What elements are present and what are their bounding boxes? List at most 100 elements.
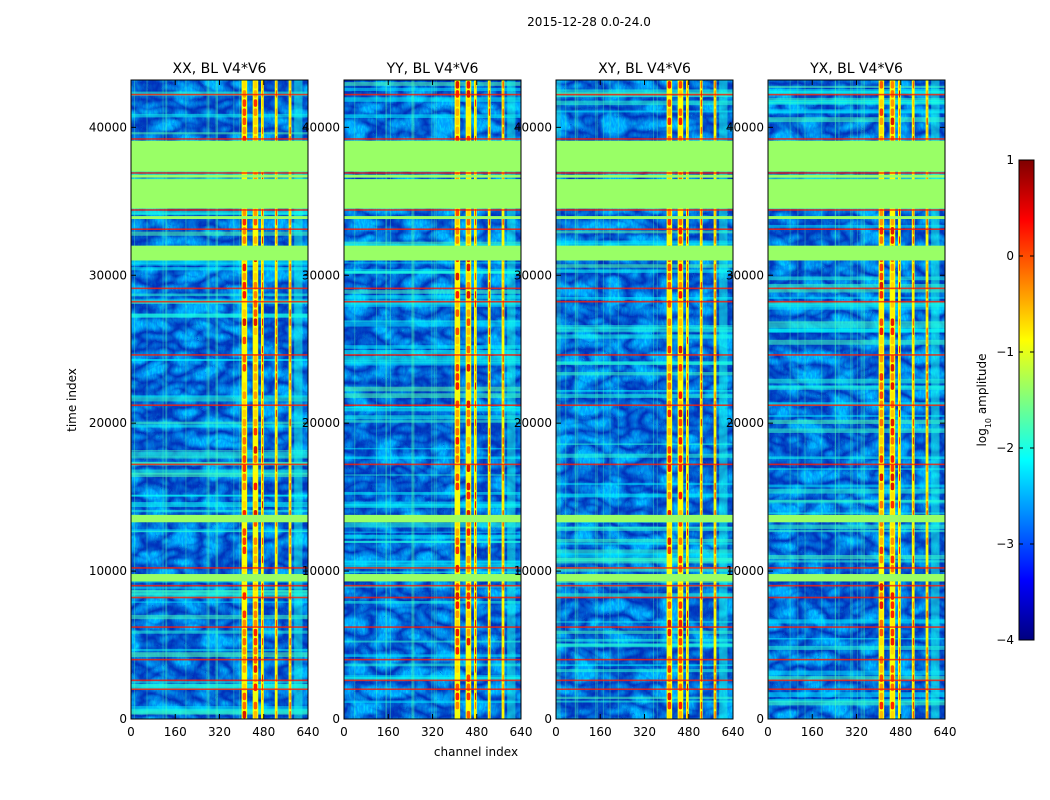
rfi-cell [502,309,504,317]
channel-line [216,80,218,719]
rfi-cell [466,491,471,500]
rfi-cell [700,382,702,390]
rfi-time-line [556,679,733,682]
rfi-cell [261,418,263,427]
rfi-channel-band [241,80,248,719]
rfi-cell [898,281,900,290]
rfi-cell [242,263,247,272]
rfi-cell [714,610,716,619]
channel-line [412,80,414,719]
rfi-cell [466,354,471,363]
rfi-cell [700,646,702,655]
rfi-cell [466,637,471,646]
flagged-time-band [131,250,308,253]
rfi-cell [926,354,928,363]
rfi-cell [890,628,895,637]
x-tick-label: 160 [164,725,187,739]
rfi-cell [686,473,688,482]
rfi-cell [275,309,277,317]
rfi-cell [686,309,688,317]
time-stripe [131,614,308,620]
time-stripe [556,329,733,333]
rfi-cell [926,546,928,555]
rfi-cell [474,409,476,418]
rfi-cell [700,217,702,226]
rfi-cell [678,290,683,299]
rfi-cell [898,373,900,381]
rfi-cell [926,482,928,491]
rfi-cell [678,327,683,336]
time-stripe [768,303,945,307]
rfi-cell [466,81,471,89]
rfi-cell [898,227,900,235]
time-stripe [556,527,733,529]
rfi-cell [700,108,702,117]
rfi-time-line [556,404,733,407]
rfi-cell [879,382,884,390]
time-stripe [768,307,945,310]
rfi-cell [898,409,900,418]
rfi-cell [275,373,277,381]
rfi-cell [253,373,258,381]
x-tick-label: 480 [889,725,912,739]
rfi-cell [253,117,258,126]
rfi-cell [275,500,277,509]
x-tick-label: 320 [421,725,444,739]
flagged-time-band [131,174,308,178]
rfi-cell [488,354,490,363]
rfi-cell [488,126,490,135]
flagged-time-band [344,514,521,523]
flagged-time-band [768,216,945,220]
rfi-cell [242,99,247,107]
rfi-cell [502,363,504,372]
rfi-cell [667,610,672,619]
rfi-cell [667,400,672,409]
rfi-time-line [556,596,733,599]
rfi-cell [714,619,716,628]
rfi-time-line [344,567,521,569]
rfi-cell [261,701,263,710]
time-stripe [556,493,733,498]
rfi-cell [474,227,476,235]
rfi-channel-band [713,80,717,719]
rfi-time-line [768,567,945,569]
rfi-cell [242,528,247,536]
rfi-cell [502,555,504,564]
time-stripe [131,502,308,508]
rfi-cell [890,500,895,509]
rfi-cell [678,482,683,491]
channel-line [166,80,168,719]
rfi-cell [678,391,683,399]
rfi-cell [678,610,683,619]
time-stripe [131,293,308,297]
rfi-cell [912,327,914,336]
time-stripe [768,560,945,563]
rfi-cell [253,610,258,619]
channel-line [559,80,561,719]
y-tick-label: 20000 [302,416,340,430]
rfi-cell [466,628,471,637]
rfi-cell [261,427,263,436]
rfi-cell [275,491,277,500]
rfi-cell [488,391,490,399]
time-stripe [556,100,733,106]
rfi-cell [879,701,884,710]
rfi-cell [678,126,683,135]
rfi-cell [667,491,672,500]
rfi-cell [242,108,247,117]
rfi-cell [488,701,490,710]
rfi-cell [289,236,291,244]
rfi-cell [912,646,914,655]
rfi-cell [667,336,672,345]
rfi-cell [275,236,277,244]
time-stripe [768,386,945,388]
rfi-cell [714,99,716,107]
rfi-cell [242,482,247,491]
rfi-cell [261,400,263,409]
rfi-cell [488,117,490,126]
rfi-cell [714,126,716,135]
rfi-cell [667,619,672,628]
rfi-cell [474,309,476,317]
time-stripe [556,538,733,543]
rfi-cell [253,345,258,354]
